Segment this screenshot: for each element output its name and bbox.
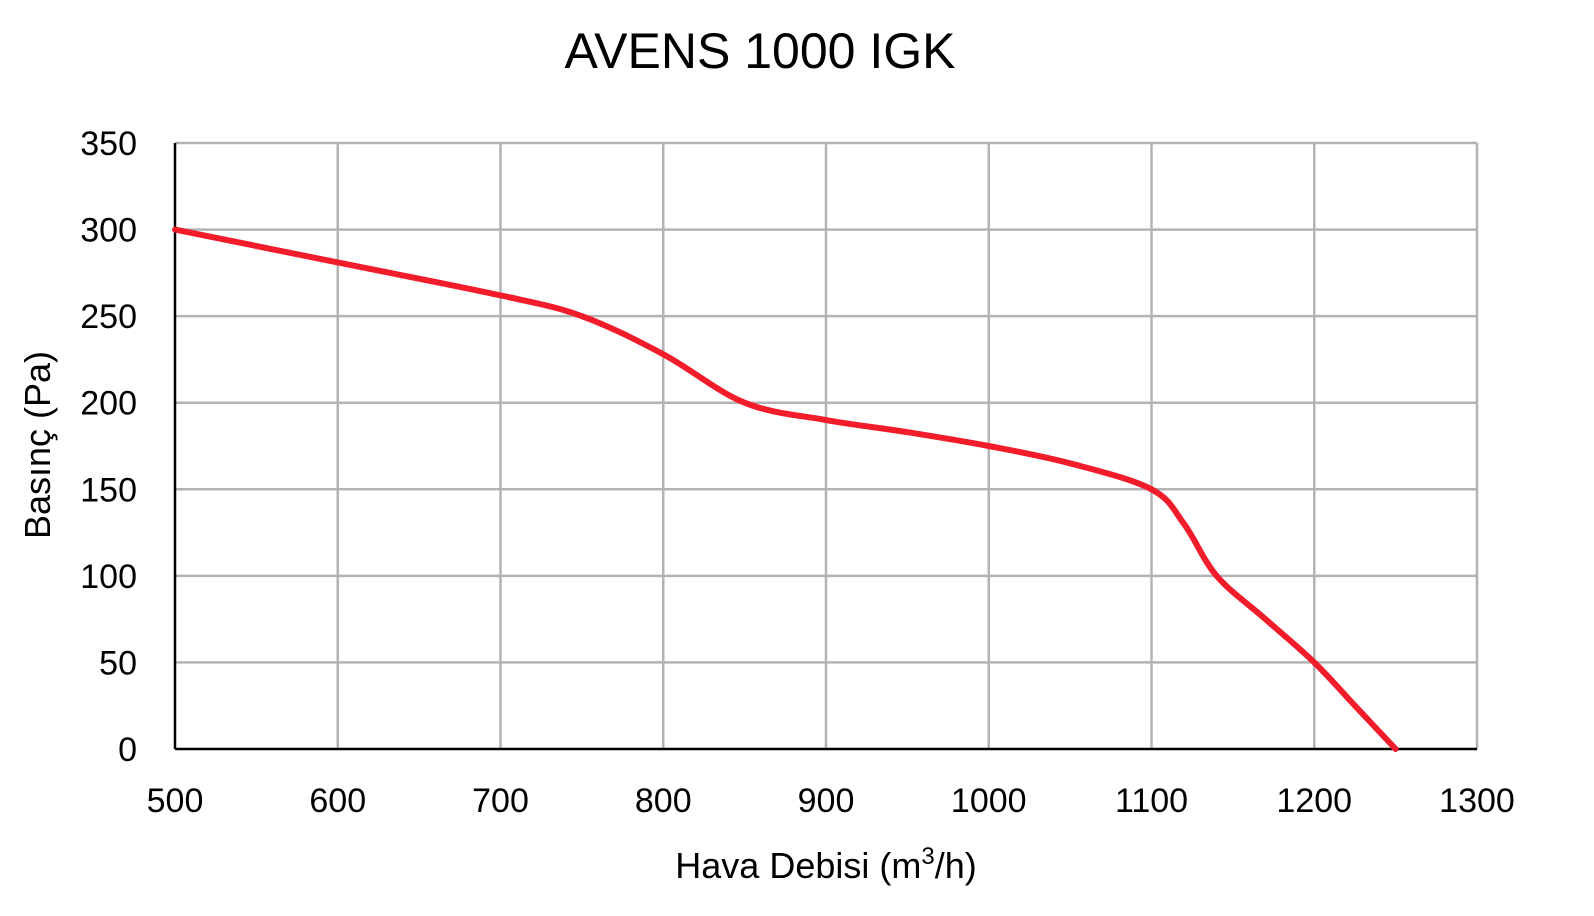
- x-tick-label-1200: 1200: [1276, 782, 1352, 820]
- y-tick-label-350: 350: [80, 125, 137, 163]
- x-tick-label-1300: 1300: [1439, 782, 1515, 820]
- y-tick-label-100: 100: [80, 558, 137, 596]
- x-tick-label-500: 500: [147, 782, 204, 820]
- x-tick-label-700: 700: [472, 782, 529, 820]
- x-axis-label-unit: /h): [935, 845, 977, 886]
- chart-title: AVENS 1000 IGK: [565, 23, 956, 79]
- y-tick-label-250: 250: [80, 298, 137, 336]
- y-tick-label-50: 50: [99, 644, 137, 682]
- x-tick-label-1100: 1100: [1115, 782, 1188, 820]
- tick-labels: 500 600 700 800 900 1000 1100 1200 1300 0 50 100 150…: [80, 125, 1515, 820]
- x-tick-label-900: 900: [798, 782, 855, 820]
- x-tick-label-1000: 1000: [951, 782, 1027, 820]
- y-tick-label-0: 0: [118, 731, 137, 769]
- grid: [175, 141, 1479, 749]
- x-axis-label: Hava Debisi (m3/h): [675, 843, 976, 886]
- x-axis-label-superscript: 3: [921, 843, 934, 870]
- y-axis-label: Basınç (Pa): [17, 351, 58, 539]
- x-tick-label-800: 800: [635, 782, 692, 820]
- y-tick-label-300: 300: [80, 212, 137, 250]
- x-axis-label-main: Hava Debisi (m: [675, 845, 921, 886]
- x-tick-label-600: 600: [309, 782, 366, 820]
- y-tick-label-200: 200: [80, 385, 137, 423]
- axes: [173, 143, 1477, 751]
- y-tick-label-150: 150: [80, 471, 137, 509]
- series-line-0: [172, 226, 1399, 752]
- series-layer: [172, 226, 1399, 752]
